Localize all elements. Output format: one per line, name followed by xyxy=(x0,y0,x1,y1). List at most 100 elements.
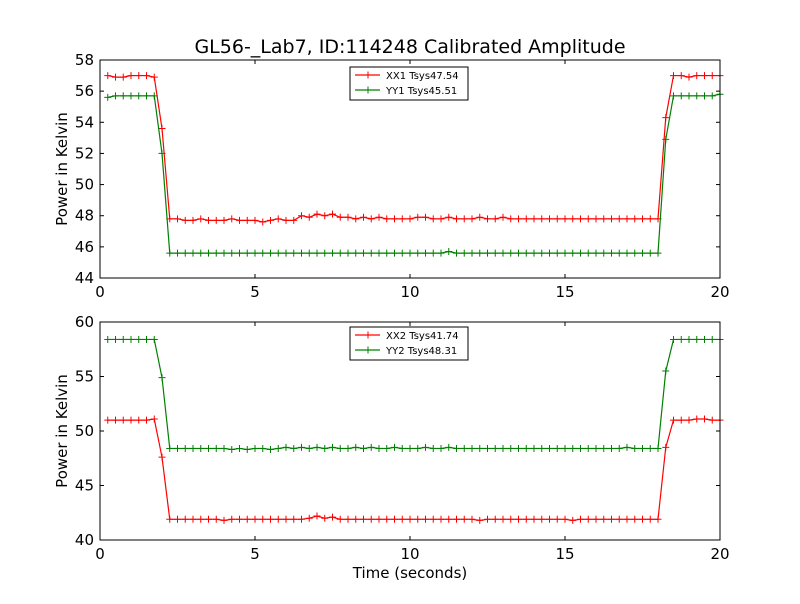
data-point xyxy=(367,215,375,223)
data-point xyxy=(290,444,298,452)
data-point xyxy=(592,515,600,523)
data-point xyxy=(677,416,685,424)
data-point xyxy=(212,249,220,257)
data-point xyxy=(701,415,708,423)
data-point xyxy=(406,444,414,452)
data-point xyxy=(553,444,561,452)
data-point xyxy=(298,249,305,257)
data-point xyxy=(367,515,375,523)
data-point xyxy=(135,72,143,80)
data-point xyxy=(491,444,499,452)
data-point xyxy=(391,215,398,223)
data-point xyxy=(453,249,460,257)
data-point xyxy=(507,444,515,452)
y-tick-label: 44 xyxy=(75,269,94,287)
data-point xyxy=(189,444,197,452)
data-point xyxy=(205,444,212,452)
data-point xyxy=(460,515,468,523)
data-point xyxy=(243,249,251,257)
data-point xyxy=(298,212,305,220)
top-subplot: 0 5 10 15 20 44 46 48 50 52 54 56 58 Power in Kelvin X… xyxy=(53,51,730,301)
data-point xyxy=(522,515,530,523)
data-point xyxy=(313,249,321,257)
data-point xyxy=(584,515,592,523)
y-axis-label: Power in Kelvin xyxy=(53,374,71,488)
data-point xyxy=(422,443,429,451)
data-point xyxy=(259,444,267,452)
data-point xyxy=(228,515,236,523)
data-point xyxy=(251,249,259,257)
x-tick-label: 10 xyxy=(400,545,419,563)
data-point xyxy=(708,335,716,343)
data-point xyxy=(143,335,150,343)
data-point xyxy=(189,216,197,224)
data-point xyxy=(205,216,212,224)
data-point xyxy=(236,444,243,452)
data-point xyxy=(476,213,484,221)
legend-marker xyxy=(364,71,372,79)
data-point xyxy=(336,444,344,452)
y-tick-label: 55 xyxy=(75,368,94,386)
data-point xyxy=(468,249,476,257)
data-point xyxy=(352,515,360,523)
series-line-2-1 xyxy=(107,418,720,521)
legend-entry-label: XX1 Tsys47.54 xyxy=(386,71,459,82)
data-point xyxy=(662,367,670,375)
data-point xyxy=(623,443,631,451)
y-tick-label: 50 xyxy=(75,176,94,194)
data-point xyxy=(344,515,352,523)
data-point xyxy=(360,444,367,452)
data-point xyxy=(383,515,391,523)
data-point xyxy=(507,249,515,257)
data-point xyxy=(422,213,429,221)
data-point xyxy=(445,515,453,523)
data-point xyxy=(158,149,166,157)
data-point xyxy=(143,416,150,424)
data-point xyxy=(646,444,654,452)
bottom-subplot: 0 5 10 15 20 40 45 50 55 60 Power in Kelvin Time (s… xyxy=(53,313,730,582)
data-point xyxy=(569,516,577,524)
data-point xyxy=(491,515,499,523)
data-point xyxy=(561,444,569,452)
data-point xyxy=(693,415,701,423)
data-point xyxy=(127,335,135,343)
data-point xyxy=(561,249,569,257)
legend: XX1 Tsys47.54 YY1 Tsys45.51 xyxy=(349,66,469,101)
data-point xyxy=(577,215,584,223)
data-point xyxy=(391,249,398,257)
data-point xyxy=(298,515,305,523)
data-point xyxy=(569,215,577,223)
data-point xyxy=(693,72,701,80)
data-point xyxy=(584,444,592,452)
y-tick-label: 48 xyxy=(75,207,94,225)
data-point xyxy=(375,213,383,221)
data-point xyxy=(205,515,212,523)
plot-area xyxy=(104,72,724,257)
data-point xyxy=(398,515,406,523)
data-point xyxy=(577,444,584,452)
data-point xyxy=(592,249,600,257)
data-point xyxy=(313,512,321,520)
data-point xyxy=(158,453,166,461)
y-tick-label: 40 xyxy=(75,531,94,549)
data-point xyxy=(546,249,553,257)
data-point xyxy=(150,335,158,343)
data-point xyxy=(104,335,112,343)
data-point xyxy=(228,215,236,223)
data-point xyxy=(670,416,677,424)
data-point xyxy=(429,249,437,257)
data-point xyxy=(274,249,282,257)
data-point xyxy=(236,216,243,224)
data-point xyxy=(437,444,445,452)
data-point xyxy=(336,213,344,221)
y-tick-label: 46 xyxy=(75,238,94,256)
data-point xyxy=(639,444,646,452)
data-point xyxy=(460,444,468,452)
data-point xyxy=(429,515,437,523)
legend-box xyxy=(349,326,469,361)
data-point xyxy=(236,515,243,523)
data-point xyxy=(468,515,476,523)
data-point xyxy=(344,444,352,452)
data-point xyxy=(290,515,298,523)
data-point xyxy=(135,92,143,100)
